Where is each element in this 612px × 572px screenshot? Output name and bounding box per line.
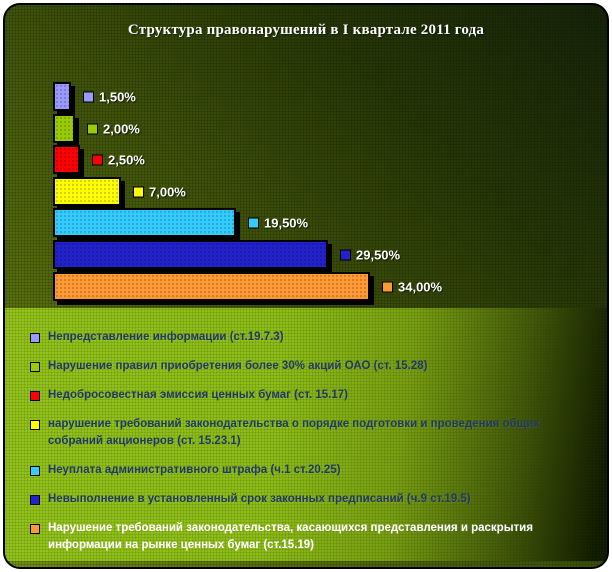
bar-row: 34,00%	[53, 271, 573, 302]
legend-item-5: Неуплата административного штрафа (ч.1 с…	[30, 462, 589, 479]
chart-frame: Структура правонарушений в I квартале 20…	[3, 3, 609, 569]
value-label: 7,00%	[133, 184, 186, 199]
chart-title: Структура правонарушений в I квартале 20…	[127, 22, 485, 38]
legend-marker-icon	[30, 420, 40, 430]
legend-item-6: Невыполнение в установленный срок законн…	[30, 491, 589, 508]
bar-1	[53, 82, 71, 111]
legend-item-7: Нарушение требований законодательства, к…	[30, 520, 589, 554]
bar-row: 7,00%	[53, 176, 573, 207]
legend-marker-icon	[30, 466, 40, 476]
bar-2	[53, 113, 75, 143]
legend-label: Неуплата административного штрафа (ч.1 с…	[48, 464, 341, 476]
value-label-marker-icon	[248, 217, 259, 229]
legend-label: Нарушение требований законодательства, к…	[48, 522, 533, 551]
legend-label: Невыполнение в установленный срок законн…	[48, 493, 471, 505]
value-label: 2,00%	[87, 121, 140, 136]
legend-label: Недобросовестная эмиссия ценных бумаг (с…	[48, 389, 348, 401]
legend-marker-icon	[30, 333, 40, 343]
plot-area: 1,50% 2,00% 2,50% 7,00% 19,50% 29,50% 34,00%	[5, 5, 607, 308]
value-label-marker-icon	[340, 249, 351, 261]
legend-marker-icon	[30, 495, 40, 505]
bar-row: 29,50%	[53, 240, 573, 270]
legend-marker-icon	[30, 391, 40, 401]
value-label-text: 2,00%	[103, 121, 140, 137]
legend-item-4: нарушение требований законодательства о …	[30, 416, 589, 450]
value-label-text: 29,50%	[356, 247, 401, 263]
value-label-marker-icon	[92, 154, 103, 166]
bar-row: 19,50%	[53, 208, 573, 238]
bar-row: 1,50%	[53, 82, 573, 112]
value-label-marker-icon	[133, 186, 144, 198]
bar-5	[53, 208, 236, 238]
bar-3	[53, 145, 80, 175]
value-label-marker-icon	[87, 123, 98, 135]
value-label-marker-icon	[83, 91, 94, 103]
legend-item-3: Недобросовестная эмиссия ценных бумаг (с…	[30, 387, 589, 404]
value-label-text: 2,50%	[108, 152, 145, 168]
legend-label: нарушение требований законодательства о …	[48, 418, 540, 447]
value-label: 1,50%	[83, 90, 136, 105]
legend-label: Непредставление информации (ст.19.7.3)	[48, 331, 284, 343]
value-label: 34,00%	[382, 279, 442, 294]
bar-7	[53, 271, 370, 301]
legend-label: Нарушение правил приобретения более 30% …	[48, 360, 428, 372]
value-label: 19,50%	[248, 216, 308, 231]
value-label-text: 1,50%	[99, 89, 136, 105]
value-label: 29,50%	[340, 248, 400, 263]
legend: Непредставление информации (ст.19.7.3) На…	[5, 308, 607, 561]
value-label: 2,50%	[92, 153, 145, 168]
value-label-text: 34,00%	[398, 279, 443, 295]
value-label-marker-icon	[382, 281, 393, 293]
bar-row: 2,50%	[53, 145, 573, 175]
value-label-text: 19,50%	[264, 215, 309, 231]
legend-marker-icon	[30, 362, 40, 372]
bar-row: 2,00%	[53, 113, 573, 144]
legend-item-2: Нарушение правил приобретения более 30% …	[30, 358, 589, 375]
bar-4	[53, 176, 121, 206]
bar-6	[53, 240, 328, 269]
legend-item-1: Непредставление информации (ст.19.7.3)	[30, 329, 589, 346]
legend-marker-icon	[30, 524, 40, 534]
value-label-text: 7,00%	[149, 184, 186, 200]
